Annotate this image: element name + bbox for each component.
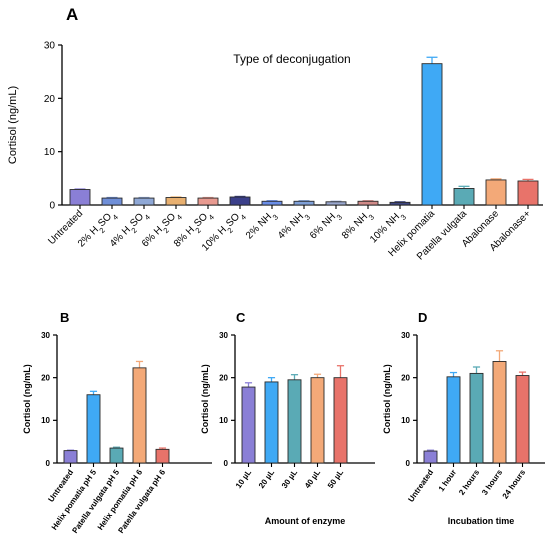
bar xyxy=(515,375,530,464)
bar xyxy=(264,381,279,464)
y-tick-label: 10 xyxy=(219,416,228,425)
bar xyxy=(86,394,101,464)
x-tick-label: 3 hours xyxy=(480,468,504,497)
x-tick-label: 40 µL xyxy=(303,468,322,490)
bar xyxy=(325,201,347,206)
bar xyxy=(421,63,443,206)
x-tick-label: 2 hours xyxy=(457,468,481,497)
y-tick-label: 20 xyxy=(219,373,228,382)
bar xyxy=(453,188,475,206)
x-axis-label: Incubation time xyxy=(448,516,515,526)
bar xyxy=(69,189,91,206)
x-tick-label: 50 µL xyxy=(326,468,345,490)
y-tick-label: 10 xyxy=(41,416,50,425)
x-tick-label: 20 µL xyxy=(257,468,276,490)
bar xyxy=(101,197,123,206)
bar xyxy=(389,201,411,206)
bar xyxy=(241,386,256,464)
x-tick-label: 24 hours xyxy=(501,468,528,501)
panel-label-c: C xyxy=(236,310,246,325)
bar xyxy=(446,376,461,464)
chart-panel-d: 0 10 20 30 Cortisol (ng/mL) Untreated 1 hour 2 … xyxy=(382,331,545,526)
x-tick-label: 4% NH3 xyxy=(276,208,312,244)
bar xyxy=(132,367,147,464)
y-tick-label: 0 xyxy=(406,459,411,468)
x-tick-label: 2% NH3 xyxy=(244,208,280,244)
bar xyxy=(261,200,283,206)
chart-title: Type of deconjugation xyxy=(233,52,350,66)
bar xyxy=(333,377,348,464)
y-axis-label: Cortisol (ng/mL) xyxy=(382,364,392,434)
panel-label-a: A xyxy=(66,5,78,24)
y-tick-label: 10 xyxy=(44,147,56,158)
bar xyxy=(155,448,170,464)
y-tick-label: 30 xyxy=(401,331,410,340)
x-tick-label: 30 µL xyxy=(280,468,299,490)
y-axis-label: Cortisol (ng/mL) xyxy=(200,364,210,434)
bar xyxy=(197,197,219,206)
x-tick-label: Untreated xyxy=(406,468,435,504)
bar xyxy=(63,450,78,464)
bar xyxy=(293,200,315,206)
y-tick-label: 0 xyxy=(224,459,229,468)
bar xyxy=(310,377,325,464)
y-tick-label: 30 xyxy=(219,331,228,340)
y-tick-label: 20 xyxy=(44,94,56,105)
panel-label-b: B xyxy=(60,310,69,325)
y-axis-label: Cortisol (ng/mL) xyxy=(7,86,19,164)
bar xyxy=(133,197,155,206)
bar xyxy=(485,179,507,206)
bar xyxy=(492,361,507,464)
bar xyxy=(517,180,539,206)
y-tick-label: 30 xyxy=(41,331,50,340)
bar xyxy=(109,447,124,464)
y-axis-label: Cortisol (ng/mL) xyxy=(22,364,32,434)
bar xyxy=(287,379,302,464)
chart-panel-c: 0 10 20 30 Cortisol (ng/mL) 10 µL 20 µL 30 µL 40… xyxy=(200,331,375,526)
x-tick-label: 10 µL xyxy=(234,468,253,490)
bar xyxy=(229,196,251,206)
bar xyxy=(165,197,187,206)
y-tick-label: 30 xyxy=(44,41,56,52)
bar xyxy=(469,372,484,464)
x-tick-label: 1 hour xyxy=(437,468,458,493)
y-tick-label: 0 xyxy=(46,459,51,468)
y-tick-label: 20 xyxy=(41,373,50,382)
bar xyxy=(423,450,438,464)
x-tick-label: 6% NH3 xyxy=(308,208,344,244)
y-tick-label: 0 xyxy=(49,201,55,212)
x-axis-label: Amount of enzyme xyxy=(265,516,346,526)
panel-label-d: D xyxy=(418,310,427,325)
y-tick-label: 20 xyxy=(401,373,410,382)
chart-panel-a: 0 10 20 30 Cortisol (ng/mL) Type of deconjuga… xyxy=(7,41,543,263)
bar xyxy=(357,200,379,206)
y-tick-label: 10 xyxy=(401,416,410,425)
